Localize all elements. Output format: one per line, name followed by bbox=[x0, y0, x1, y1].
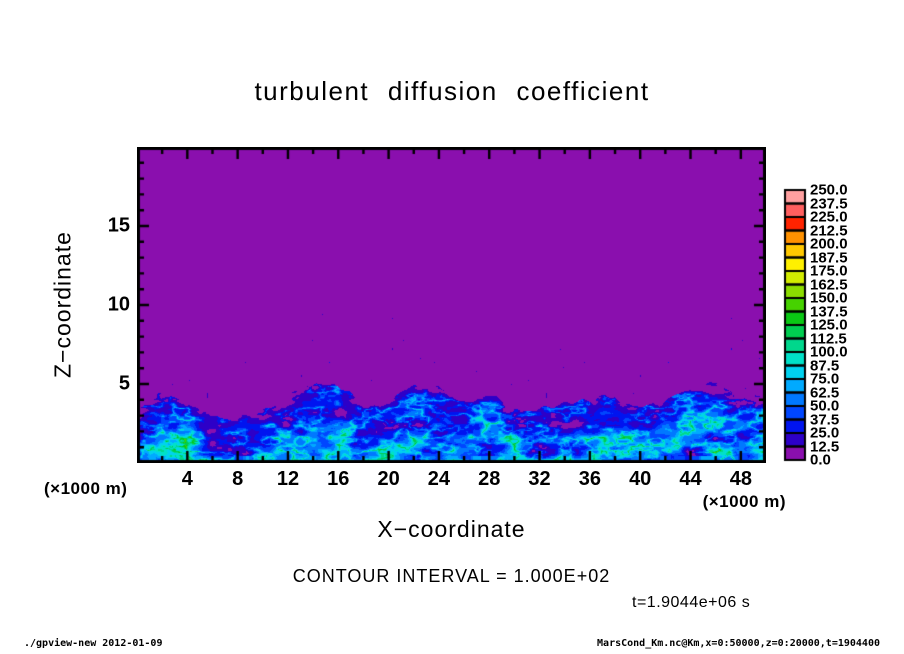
x-axis-unit-label: (×1000 m) bbox=[702, 492, 786, 511]
colorbar-tick-label: 175.0 bbox=[810, 262, 848, 280]
colorbar-tick-label: 25.0 bbox=[810, 424, 840, 442]
colorbar-tick-label: 87.5 bbox=[810, 357, 840, 374]
colorbar-tick-label: 237.5 bbox=[810, 195, 848, 212]
x-tick-label: 48 bbox=[729, 468, 752, 490]
colorbar-tick-label: 212.5 bbox=[810, 222, 848, 239]
y-tick-label: 5 bbox=[118, 372, 130, 395]
x-tick-label: 40 bbox=[629, 468, 652, 490]
colorbar-tick-label: 37.5 bbox=[810, 411, 840, 428]
heatmap-canvas bbox=[137, 147, 766, 463]
colorbar-tick-label: 200.0 bbox=[810, 235, 848, 253]
x-tick-label: 12 bbox=[276, 468, 300, 490]
time-label: t=1.9044e+06 s bbox=[632, 594, 751, 611]
colorbar-tick-label: 12.5 bbox=[810, 438, 840, 455]
colorbar-tick-label: 162.5 bbox=[810, 276, 848, 293]
x-axis-title: X−coordinate bbox=[377, 516, 526, 542]
x-tick-label: 44 bbox=[679, 468, 702, 490]
colorbar-tick-label: 137.5 bbox=[810, 303, 848, 320]
x-tick-label: 4 bbox=[181, 468, 193, 490]
colorbar-tick-label: 125.0 bbox=[810, 316, 848, 334]
x-tick-label: 20 bbox=[377, 468, 400, 490]
colorbar-tick-label: 100.0 bbox=[810, 343, 848, 361]
x-tick-label: 28 bbox=[478, 468, 501, 490]
colorbar-tick-label: 187.5 bbox=[810, 249, 848, 266]
y-tick-label: 15 bbox=[107, 214, 130, 237]
y-axis-unit-label: (×1000 m) bbox=[44, 479, 128, 498]
colorbar-tick-label: 0.0 bbox=[810, 451, 831, 469]
colorbar-tick-label: 112.5 bbox=[810, 330, 847, 347]
footer-command-text: ./gpview-new 2012-01-09 bbox=[24, 638, 163, 649]
colorbar bbox=[781, 187, 809, 467]
colorbar-tick-label: 150.0 bbox=[810, 289, 848, 307]
chart-title: turbulent diffusion coefficient bbox=[254, 76, 650, 106]
colorbar-tick-label: 225.0 bbox=[810, 208, 848, 226]
colorbar-tick-label: 250.0 bbox=[810, 181, 848, 199]
y-tick-label: 10 bbox=[107, 293, 130, 316]
footer-source-text: MarsCond_Km.nc@Km,x=0:50000,z=0:20000,t=… bbox=[597, 638, 880, 649]
x-tick-label: 36 bbox=[578, 468, 601, 490]
colorbar-tick-label: 62.5 bbox=[810, 384, 840, 401]
x-tick-label: 32 bbox=[528, 468, 551, 490]
contour-interval-label: CONTOUR INTERVAL = 1.000E+02 bbox=[292, 566, 611, 586]
y-axis-title: Z−coordinate bbox=[49, 231, 76, 379]
x-tick-label: 8 bbox=[232, 468, 244, 490]
colorbar-tick-label: 50.0 bbox=[810, 397, 840, 415]
colorbar-tick-label: 75.0 bbox=[810, 370, 840, 388]
x-tick-label: 16 bbox=[327, 468, 350, 490]
x-tick-label: 24 bbox=[427, 468, 451, 490]
